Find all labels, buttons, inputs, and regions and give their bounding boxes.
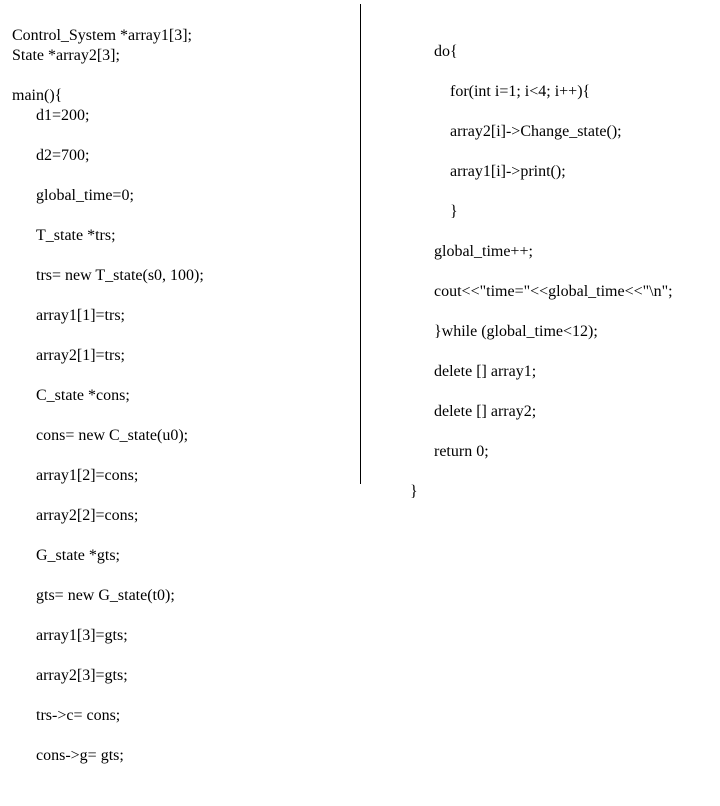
code-line: array2[3]=gts; bbox=[12, 666, 370, 686]
code-line: return 0; bbox=[410, 442, 710, 462]
code-line: d1=200; bbox=[12, 106, 370, 126]
code-line: State *array2[3]; bbox=[12, 47, 120, 64]
code-line: gts= new G_state(t0); bbox=[12, 586, 370, 606]
code-line: G_state *gts; bbox=[12, 546, 370, 566]
code-line: trs->c= cons; bbox=[12, 706, 370, 726]
code-line: delete [] array1; bbox=[410, 362, 710, 382]
code-line: d2=700; bbox=[12, 146, 370, 166]
code-line: array1[2]=cons; bbox=[12, 466, 370, 486]
code-line: trs= new T_state(s0, 100); bbox=[12, 266, 370, 286]
code-line: } bbox=[410, 483, 418, 500]
code-line: array2[i]->Change_state(); bbox=[410, 122, 710, 142]
code-column-right: do{ for(int i=1; i<4; i++){ array2[i]->C… bbox=[380, 0, 720, 540]
code-line: }while (global_time<12); bbox=[410, 322, 710, 342]
code-column-left: Control_System *array1[3]; State *array2… bbox=[0, 0, 380, 540]
code-line: global_time=0; bbox=[12, 186, 370, 206]
code-line: cons= new C_state(u0); bbox=[12, 426, 370, 446]
code-line: C_state *cons; bbox=[12, 386, 370, 406]
code-line: global_time++; bbox=[410, 242, 710, 262]
code-line: Control_System *array1[3]; bbox=[12, 27, 192, 44]
code-line: cons->g= gts; bbox=[12, 746, 370, 766]
code-line: for(int i=1; i<4; i++){ bbox=[410, 82, 710, 102]
code-line: array1[1]=trs; bbox=[12, 306, 370, 326]
code-line: array1[3]=gts; bbox=[12, 626, 370, 646]
code-line: array2[2]=cons; bbox=[12, 506, 370, 526]
code-line: array1[i]->print(); bbox=[410, 162, 710, 182]
code-line: main(){ bbox=[12, 87, 62, 104]
code-line: T_state *trs; bbox=[12, 226, 370, 246]
code-line: do{ bbox=[410, 42, 710, 62]
code-line: cout<<"time="<<global_time<<"\n"; bbox=[410, 282, 710, 302]
column-divider bbox=[360, 4, 361, 484]
code-line: array2[1]=trs; bbox=[12, 346, 370, 366]
code-line: delete [] array2; bbox=[410, 402, 710, 422]
code-line: } bbox=[410, 202, 710, 222]
